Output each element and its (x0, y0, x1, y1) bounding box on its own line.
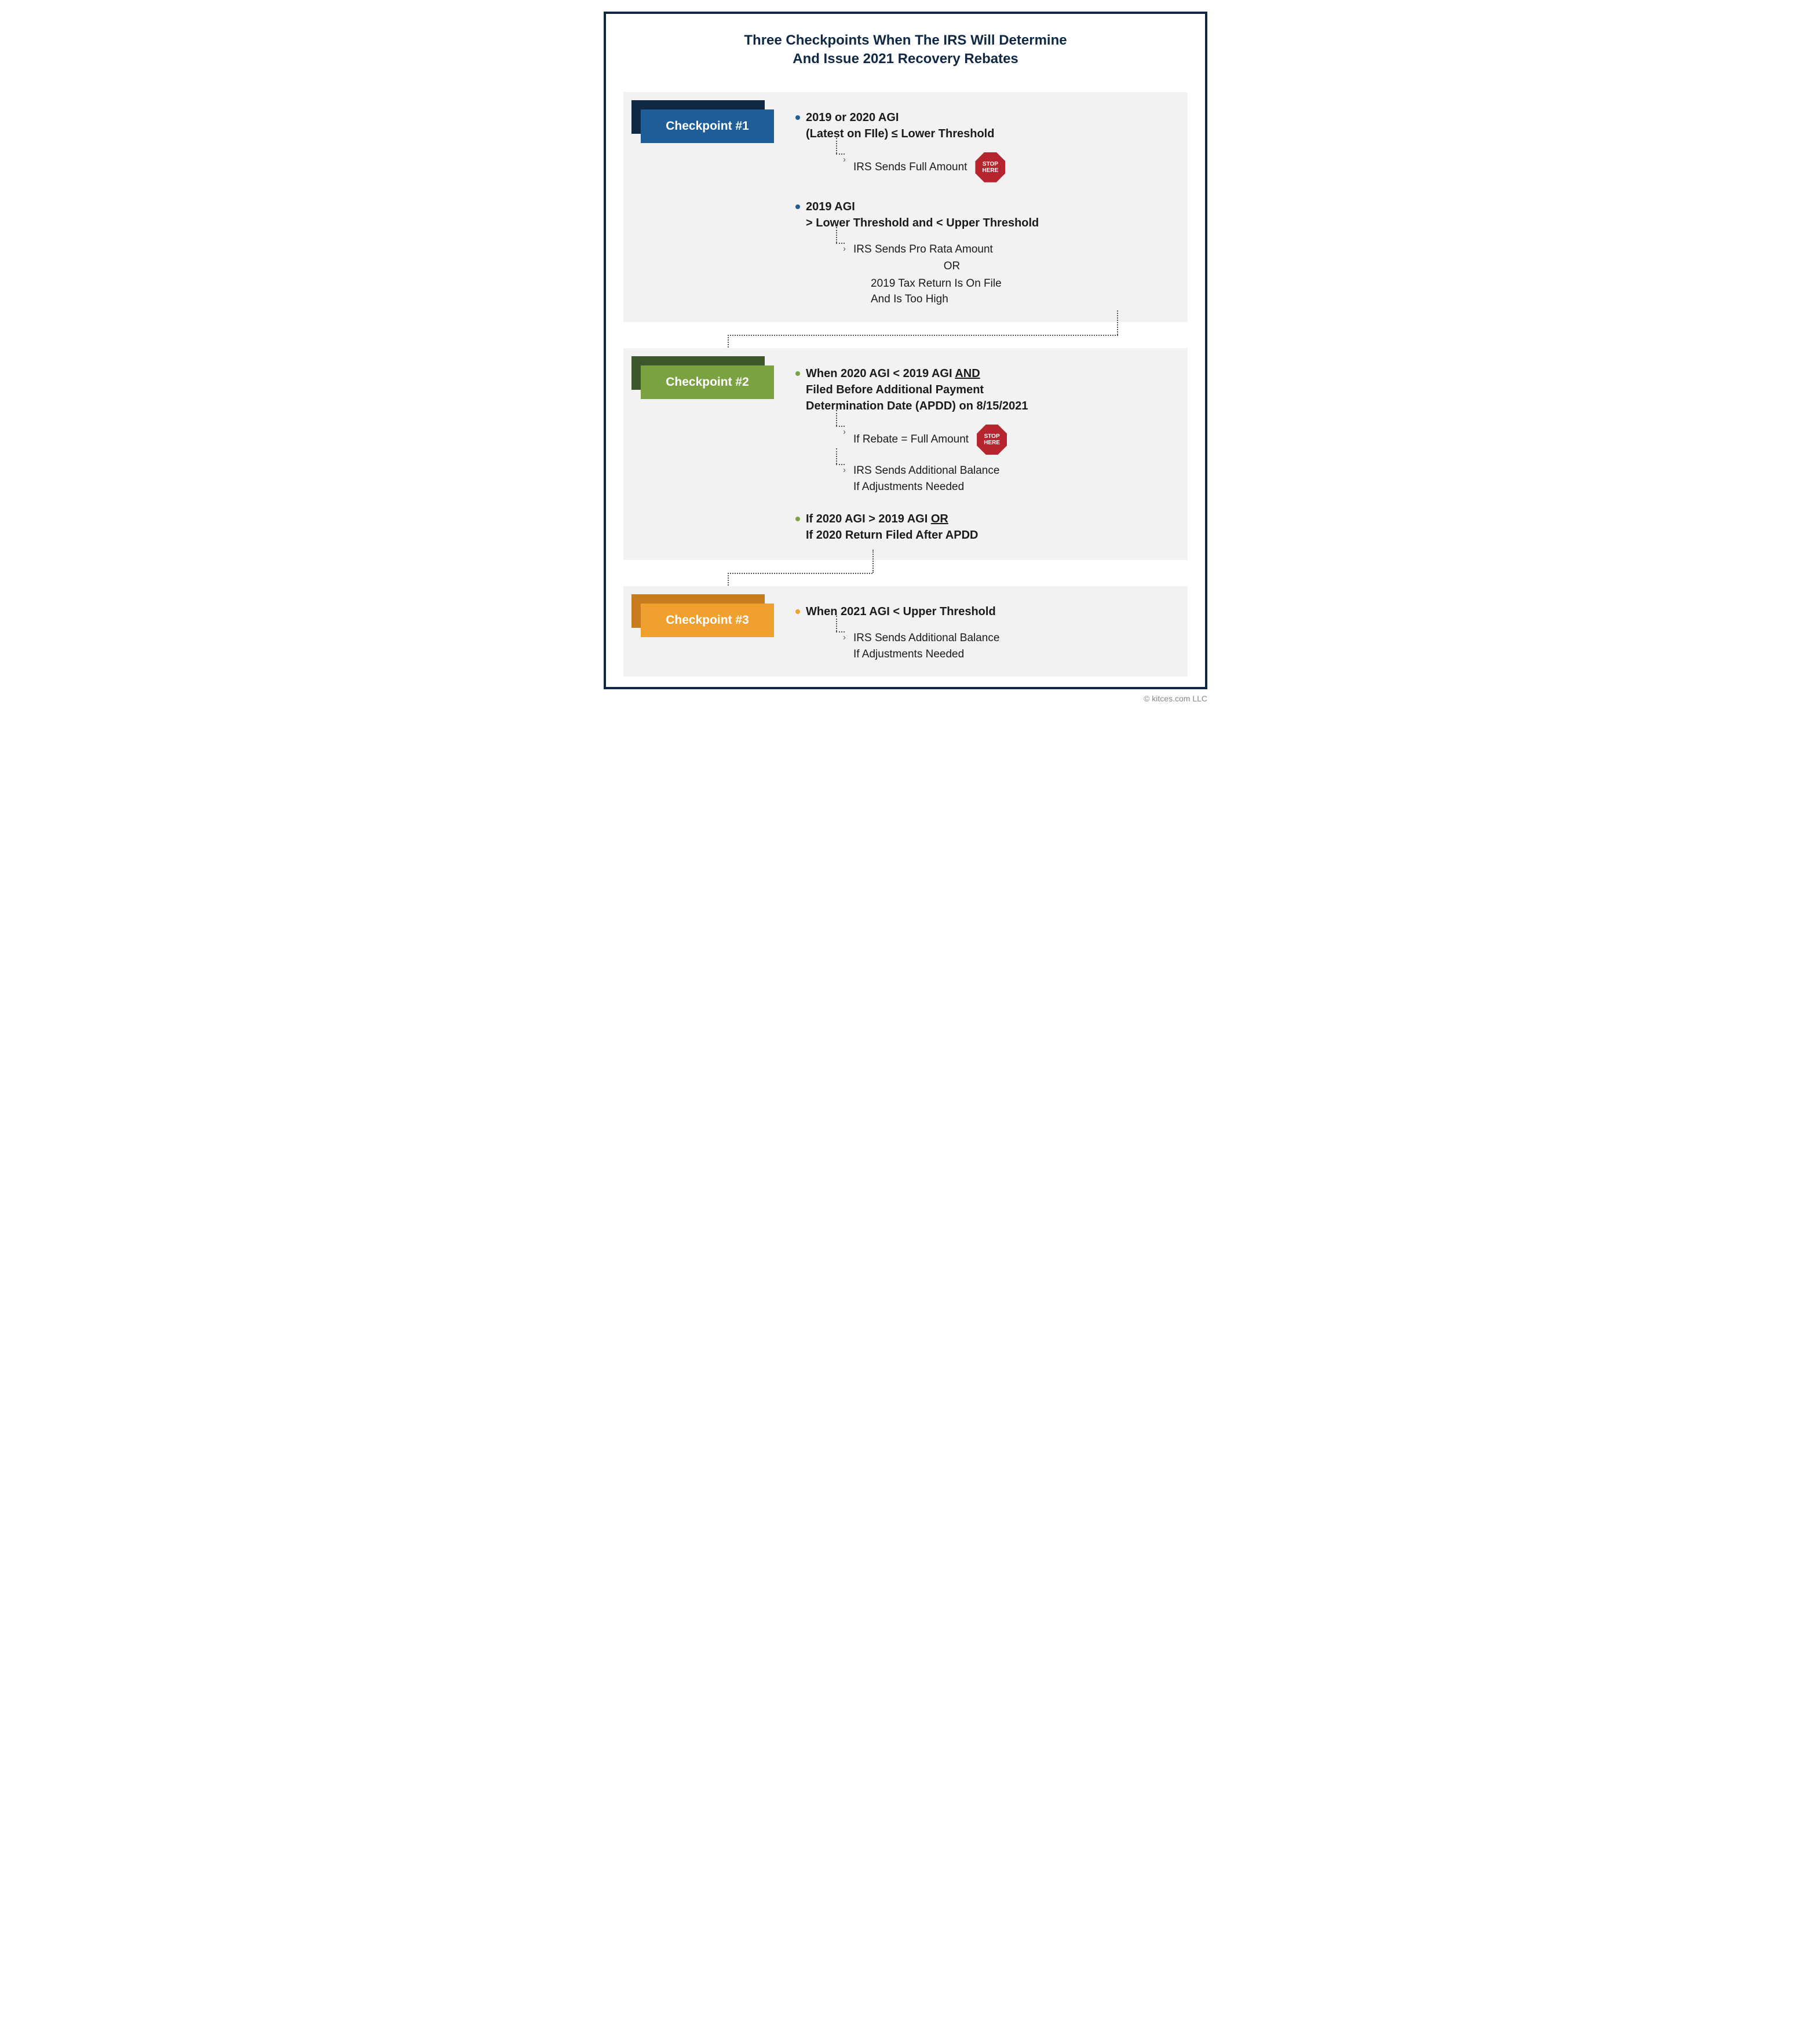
checkpoint-2-label: Checkpoint #2 (666, 375, 749, 389)
cp3-b1-sub: › IRS Sends Additional Balance If Adjust… (830, 630, 1170, 662)
cp2-bullet-1: When 2020 AGI < 2019 AGI AND Filed Befor… (795, 365, 1170, 414)
text: If 2020 AGI > 2019 AGI (806, 513, 931, 525)
cp3-bullet-1: When 2021 AGI < Upper Threshold (795, 604, 1170, 620)
text: OR (931, 513, 948, 525)
stop-sign-icon: STOP HERE (975, 152, 1005, 182)
bullet-icon (795, 115, 800, 120)
text: If Rebate = Full Amount (853, 432, 969, 448)
title-line-2: And Issue 2021 Recovery Rebates (793, 51, 1018, 67)
cp1-b1-sub: › IRS Sends Full Amount STOP HERE (830, 152, 1170, 182)
main-title: Three Checkpoints When The IRS Will Dete… (623, 31, 1188, 69)
badge-front: Checkpoint #2 (641, 365, 774, 399)
text: 2019 AGI (806, 200, 855, 213)
cp2-bullet-2: If 2020 AGI > 2019 AGI OR If 2020 Return… (795, 511, 1170, 543)
cp1-b1-text: 2019 or 2020 AGI (Latest on FIle) ≤ Lowe… (806, 109, 994, 142)
gap-2: ⌄ (623, 560, 1188, 586)
cp2-b1-sub2: › IRS Sends Additional Balance If Adjust… (830, 463, 1170, 495)
text: And Is Too High (871, 293, 948, 305)
stop-label: STOP HERE (979, 433, 1005, 446)
text: If 2020 Return Filed After APDD (806, 529, 978, 542)
text: If Adjustments Needed (853, 648, 964, 660)
checkpoint-2-panel: Checkpoint #2 When 2020 AGI < 2019 AGI A… (623, 348, 1188, 560)
connector-line (728, 573, 872, 574)
text: IRS Sends Additional Balance (853, 632, 999, 644)
badge-front: Checkpoint #3 (641, 604, 774, 637)
stop-label: STOP HERE (977, 161, 1003, 174)
cp1-b2-sub: › IRS Sends Pro Rata Amount (830, 242, 1170, 258)
arrow-icon: › (843, 243, 846, 255)
text: Determination Date (APDD) on 8/15/2021 (806, 400, 1028, 412)
text: 2019 Tax Return Is On File (871, 277, 1002, 290)
text: AND (955, 367, 980, 380)
cp1-or-block: OR 2019 Tax Return Is On File And Is Too… (830, 258, 1170, 308)
copyright-text: © kitces.com LLC (604, 694, 1207, 703)
arrow-icon: › (843, 464, 846, 477)
arrow-icon: › (843, 426, 846, 438)
cp2-b2-text: If 2020 AGI > 2019 AGI OR If 2020 Return… (806, 511, 978, 543)
text: If Adjustments Needed (853, 481, 964, 493)
text: When 2021 AGI < Upper Threshold (806, 605, 996, 618)
bullet-icon (795, 609, 800, 614)
checkpoint-3-label: Checkpoint #3 (666, 613, 749, 627)
checkpoint-1-content: 2019 or 2020 AGI (Latest on FIle) ≤ Lowe… (795, 109, 1170, 308)
text: (Latest on FIle) ≤ Lower Threshold (806, 127, 994, 140)
text: IRS Sends Additional Balance (853, 465, 999, 477)
text: IRS Sends Pro Rata Amount (853, 243, 993, 255)
cp1-bullet-2: 2019 AGI > Lower Threshold and < Upper T… (795, 199, 1170, 231)
checkpoint-1-badge: Checkpoint #1 (636, 105, 775, 144)
arrow-icon: › (843, 153, 846, 166)
checkpoint-3-badge: Checkpoint #3 (636, 599, 775, 638)
cp2-b1-sub1: › If Rebate = Full Amount STOP HERE (830, 425, 1170, 455)
bullet-icon (795, 371, 800, 376)
checkpoint-2-badge: Checkpoint #2 (636, 361, 775, 400)
text: 2019 or 2020 AGI (806, 111, 899, 124)
cp1-b2-text: 2019 AGI > Lower Threshold and < Upper T… (806, 199, 1039, 231)
gap-1: ⌄ (623, 322, 1188, 348)
bullet-icon (795, 204, 800, 209)
checkpoint-2-content: When 2020 AGI < 2019 AGI AND Filed Befor… (795, 365, 1170, 546)
checkpoint-3-panel: Checkpoint #3 When 2021 AGI < Upper Thre… (623, 586, 1188, 677)
or-label: OR (871, 258, 1033, 275)
badge-front: Checkpoint #1 (641, 109, 774, 143)
text: IRS Sends Full Amount (853, 159, 967, 175)
checkpoint-3-content: When 2021 AGI < Upper Threshold › IRS Se… (795, 604, 1170, 662)
cp2-b1-text: When 2020 AGI < 2019 AGI AND Filed Befor… (806, 365, 1028, 414)
text: > Lower Threshold and < Upper Threshold (806, 217, 1039, 229)
cp3-b1-text: When 2021 AGI < Upper Threshold (806, 604, 996, 620)
bullet-icon (795, 517, 800, 521)
connector-line (728, 335, 1118, 336)
title-line-1: Three Checkpoints When The IRS Will Dete… (744, 32, 1067, 48)
checkpoint-1-panel: Checkpoint #1 2019 or 2020 AGI (Latest o… (623, 92, 1188, 322)
arrow-icon: › (843, 631, 846, 644)
cp1-bullet-1: 2019 or 2020 AGI (Latest on FIle) ≤ Lowe… (795, 109, 1170, 142)
stop-sign-icon: STOP HERE (977, 425, 1007, 455)
infographic-container: Three Checkpoints When The IRS Will Dete… (604, 12, 1207, 689)
checkpoint-1-label: Checkpoint #1 (666, 119, 749, 133)
text: Filed Before Additional Payment (806, 383, 984, 396)
text: When 2020 AGI < 2019 AGI (806, 367, 955, 380)
